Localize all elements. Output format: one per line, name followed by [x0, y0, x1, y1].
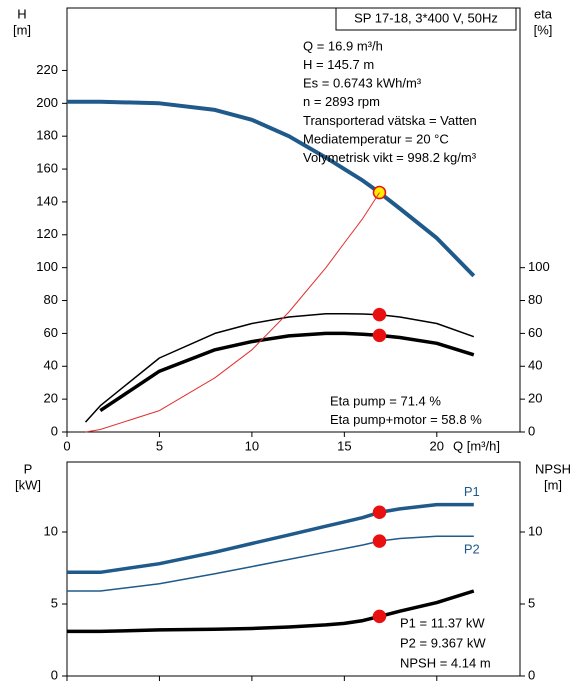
y-tick-label: 60	[44, 325, 58, 340]
plot-frame	[66, 7, 521, 433]
annotation: NPSH = 4.14 m	[400, 655, 491, 670]
x-tick-label: 20	[430, 438, 444, 453]
y-tick-label: 140	[36, 193, 58, 208]
annotation: H = 145.7 m	[303, 57, 374, 72]
x-axis-label: Q [m³/h]	[453, 438, 500, 453]
box-title: SP 17-18, 3*400 V, 50Hz	[354, 10, 498, 25]
y2-tick-label: 80	[528, 292, 542, 307]
series-line	[67, 502, 474, 575]
annotation: Transporterad vätska = Vatten	[303, 113, 477, 128]
x-tick-label: 10	[245, 438, 259, 453]
title-box	[335, 7, 517, 31]
y-axis-label: [m]	[13, 22, 31, 37]
y-tick-label: 0	[51, 667, 58, 682]
annotation: Es = 0.6743 kWh/m³	[303, 76, 422, 91]
series-label: P2	[464, 542, 480, 557]
annotation: Eta pump = 71.4 %	[330, 393, 441, 408]
annotation: Volymetrisk vikt = 998.2 kg/m³	[303, 150, 477, 165]
y-tick-label: 120	[36, 226, 58, 241]
y2-tick-label: 20	[528, 391, 542, 406]
y-tick-label: 10	[44, 523, 58, 538]
plot-frame	[66, 461, 521, 677]
y2-tick-label: 40	[528, 358, 542, 373]
annotation: P1 = 11.37 kW	[400, 615, 485, 630]
annotation: P2 = 9.367 kW	[400, 635, 486, 650]
operating-point	[372, 609, 387, 624]
series-line	[67, 535, 474, 592]
operating-point	[372, 505, 387, 520]
y-tick-label: 220	[36, 62, 58, 77]
series-line	[67, 99, 476, 278]
y-axis-label: P	[24, 461, 33, 476]
series-line	[85, 192, 380, 433]
y2-tick-label: 10	[528, 523, 542, 538]
annotation: Eta pump+motor = 58.8 %	[330, 412, 482, 427]
x-tick-label: 0	[63, 438, 70, 453]
y2-axis-label: eta	[534, 6, 553, 21]
y-axis-label: H	[17, 6, 26, 21]
series-label: P1	[464, 484, 480, 499]
x-tick-label: 5	[156, 438, 163, 453]
y-tick-label: 100	[36, 259, 58, 274]
annotation: Q = 16.9 m³/h	[303, 38, 383, 53]
y-axis-label: [kW]	[15, 477, 41, 492]
operating-point	[372, 328, 387, 343]
y-tick-label: 180	[36, 128, 58, 143]
y-tick-label: 200	[36, 95, 58, 110]
operating-point	[372, 307, 387, 322]
y2-tick-label: 0	[528, 423, 535, 438]
series-line	[67, 589, 475, 634]
operating-point	[372, 534, 387, 548]
y-tick-label: 40	[44, 358, 58, 373]
series-line	[99, 331, 475, 413]
x-tick-label: 15	[337, 438, 351, 453]
annotation: Mediatemperatur = 20 °C	[303, 131, 449, 146]
y2-tick-label: 100	[528, 259, 550, 274]
y-tick-label: 0	[51, 423, 58, 438]
y-tick-label: 80	[44, 292, 58, 307]
annotation: n = 2893 rpm	[303, 94, 380, 109]
operating-point	[372, 185, 387, 200]
y-tick-label: 5	[51, 595, 58, 610]
y2-axis-label: [m]	[544, 477, 562, 492]
y2-tick-label: 60	[528, 325, 542, 340]
y2-tick-label: 5	[528, 595, 535, 610]
y-tick-label: 20	[44, 391, 58, 406]
y2-tick-label: 0	[528, 667, 535, 682]
y-tick-label: 160	[36, 160, 58, 175]
series-line	[84, 312, 475, 423]
y2-axis-label: NPSH	[535, 461, 571, 476]
y2-axis-label: [%]	[534, 22, 553, 37]
